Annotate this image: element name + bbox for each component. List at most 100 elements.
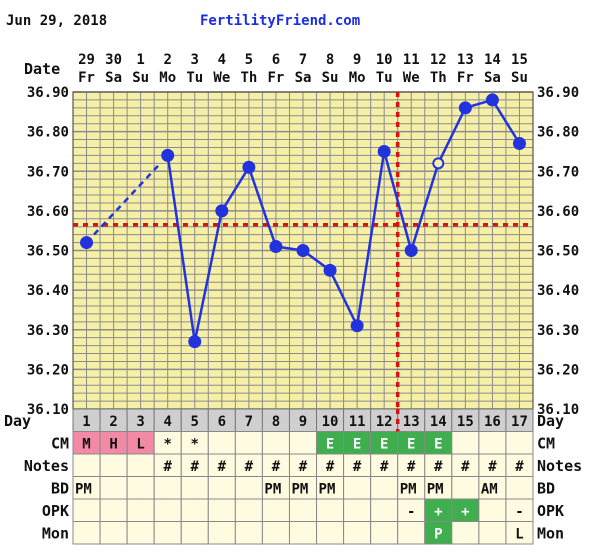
row-cell [99,453,128,477]
temp-line-segment [437,107,467,164]
row-cell [288,431,318,455]
row-cell-value: # [218,459,227,475]
row-cell [72,453,101,477]
row-cell [126,453,155,477]
temp-point [269,240,283,254]
weekday-label: Su [132,70,149,86]
weekday-label: Mo [349,70,366,86]
row-cell [505,521,534,545]
row-cell-value: - [515,504,523,520]
row-cell-value: # [380,459,389,475]
date-number-label: 1 [136,52,144,68]
cycle-day-label: 12 [376,414,393,430]
temp-point [432,157,445,170]
row-cell-value: + [434,504,442,520]
site-title: FertilityFriend.com [200,13,360,29]
row-cell [234,521,263,545]
row-cell-value: # [326,459,335,475]
date-number-label: 8 [326,52,334,68]
row-cell-value: # [163,459,172,475]
temp-line-segment [491,99,521,145]
row-cell-value: E [407,437,415,453]
row-cell [153,476,182,500]
date-number-label: 5 [245,52,253,68]
row-cell [370,498,399,522]
row-cell-value: # [461,459,470,475]
row-cell [207,521,236,545]
date-number-label: 10 [376,52,393,68]
row-cell-value: L [515,527,523,543]
y-tick-label-left: 36.50 [27,244,69,260]
date-number-label: 11 [403,52,420,68]
temp-point [188,335,202,349]
row-cell-value: # [353,459,362,475]
row-cell [478,498,507,522]
row-cell [72,521,101,545]
row-cell [180,498,209,522]
row-cell [99,498,128,522]
cycle-day-label: 14 [430,414,447,430]
cycle-day-label: 15 [457,414,474,430]
row-cell-value: M [82,437,90,453]
temp-line-segment [355,151,386,326]
row-cell-value: AM [481,482,498,498]
row-cell-value: PM [400,482,417,498]
temp-line-segment [410,162,440,251]
y-tick-label-left: 36.40 [27,283,69,299]
y-tick-label-right: 36.20 [537,362,579,378]
temp-point [404,244,418,257]
y-tick-label-right: 36.60 [537,204,579,220]
weekday-label: Sa [484,70,501,86]
temp-point [323,263,337,277]
temp-point [350,319,364,333]
cycle-day-label: 6 [218,414,226,430]
row-cell-value: # [245,459,254,475]
temp-point [80,236,94,250]
y-tick-label-left: 36.20 [27,362,69,378]
row-cell [370,521,399,545]
row-cell [126,521,155,545]
temp-line-segment [328,269,359,327]
row-cell-value: PM [319,482,336,498]
cycle-day-label: 17 [511,414,528,430]
weekday-label: We [403,70,420,86]
row-cell [316,498,345,522]
row-label-notes: Notes [24,457,69,475]
row-cell-value: PM [264,482,281,498]
row-label-right-mon: Mon [537,525,564,543]
cycle-day-label: 11 [349,414,366,430]
row-cell [207,431,236,455]
chart-body: 36.10 36.10 36.20 36.20 36.30 36.30 36.40 36.40… [4,52,582,545]
y-tick-label-right: 36.70 [537,164,579,180]
row-label-right-opk: OPK [537,502,564,520]
row-cell-value: - [407,504,415,520]
day-row-label: Day [4,412,31,430]
row-label-mon: Mon [42,525,69,543]
row-cell [72,498,101,522]
weekday-label: Su [322,70,339,86]
day-row-label-right: Day [537,412,564,430]
row-label-right-notes: Notes [537,457,582,475]
date-number-label: 2 [163,52,171,68]
row-cell [261,431,290,455]
row-cell [505,431,534,455]
weekday-label: Th [240,70,257,86]
row-cell [126,476,155,500]
row-cell-value: # [515,459,524,475]
row-cell [451,521,480,545]
cycle-day-label: 5 [191,414,199,430]
row-cell-value: # [434,459,443,475]
row-cell-value: P [434,527,442,543]
date-number-label: 14 [484,52,501,68]
date-number-label: 3 [191,52,199,68]
row-cell [316,521,345,545]
row-cell-value: E [326,437,334,453]
row-cell-value: E [380,437,388,453]
date-number-label: 6 [272,52,280,68]
row-cell-value: # [191,459,200,475]
row-cell [207,498,236,522]
row-cell [153,521,182,545]
row-cell-value: # [299,459,308,475]
temp-line-segment [166,155,197,342]
date-number-label: 29 [78,52,95,68]
